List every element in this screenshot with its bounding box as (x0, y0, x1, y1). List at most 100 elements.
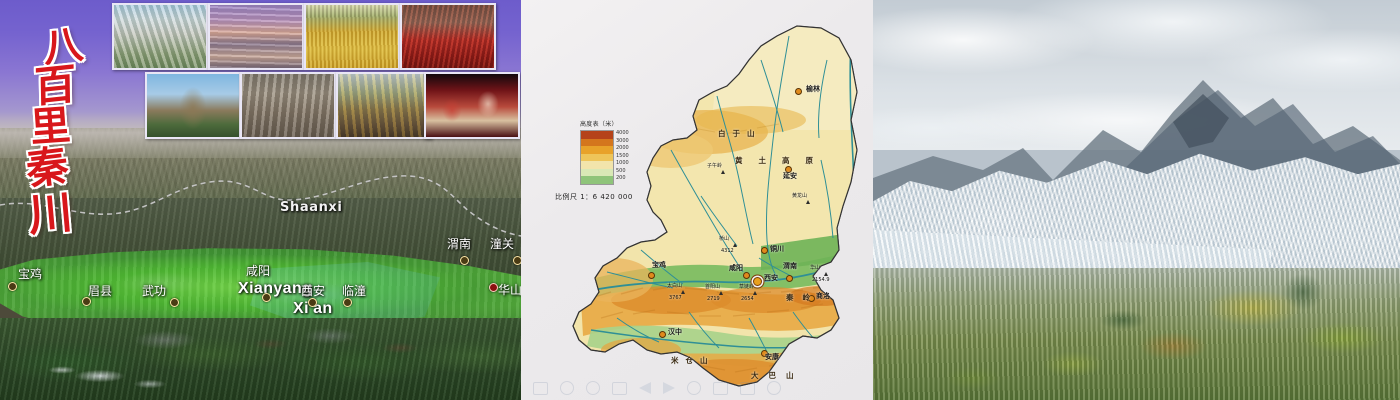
atlas-peak-elevation: 2654 (741, 296, 754, 302)
calligraphy-char-5: 川 (26, 187, 75, 242)
opera-performers-texture (426, 74, 518, 137)
atlas-peak-label: 黄龙山 (792, 193, 808, 199)
atlas-peak-marker (719, 291, 723, 295)
region-label-shaanxi: Shaanxi (280, 200, 343, 215)
calligraphy-title: 八 百 里 秦 川 (18, 14, 110, 241)
elevation-legend: 高度表（米） 4000 3000 2000 1500 1000 500 200 (580, 119, 629, 185)
terrain-label-place-2: 武功 (142, 284, 167, 298)
atlas-peak-label: 子午岭 (707, 163, 723, 169)
terrain-marker-dot (460, 256, 469, 265)
wheat-field-photo[interactable] (304, 3, 400, 70)
qinqiang-opera-photo[interactable] (424, 72, 520, 139)
red-chili-harvest-image (402, 5, 494, 68)
atlas-city-marker (795, 88, 802, 95)
terrain-label-en-xianyang: Xianyang (238, 280, 313, 297)
atlas-peak-label: 华山 (810, 265, 821, 271)
legend-color-swatches (580, 130, 614, 185)
atlas-city-label: 商洛 (816, 292, 830, 300)
search-icon[interactable] (560, 381, 574, 395)
mount-hua-photo[interactable] (112, 3, 208, 70)
red-chili-harvest-texture (402, 5, 494, 68)
atlas-region-label: 米仓山 (671, 356, 715, 365)
atlas-peak-marker (753, 291, 757, 295)
atlas-city-label: 咸阳 (729, 264, 743, 272)
atlas-city-label: 延安 (783, 172, 797, 180)
atlas-city-label: 渭南 (783, 262, 797, 270)
expand-icon[interactable] (740, 381, 755, 395)
legend-swatch-1 (581, 138, 613, 146)
atlas-peak-label: 草链岭 (739, 284, 755, 290)
viewer-toolbar-ghost[interactable] (521, 378, 873, 398)
terrain-marker-dot (8, 282, 17, 291)
atlas-city-label: 安康 (765, 353, 779, 361)
photo-autumn-foreground (873, 268, 1400, 400)
legend-tick-2: 2000 (616, 145, 629, 151)
back-arrow-icon[interactable] (639, 382, 651, 394)
legend-title: 高度表（米） (580, 121, 618, 128)
snowy-mountain-photo-panel (873, 0, 1400, 400)
legend-swatch-5 (581, 168, 613, 176)
atlas-peak-marker (733, 243, 737, 247)
terrain-label-place-5: 临潼 (342, 284, 367, 298)
terracotta-warriors-photo[interactable] (240, 72, 336, 139)
chili-drying-photo[interactable] (400, 3, 496, 70)
atlas-region-label: 大巴山 (751, 371, 804, 380)
terrain-label-xianyang: 咸阳 (246, 264, 271, 278)
yellow-river-photo[interactable] (208, 3, 304, 70)
fit-width-icon[interactable] (612, 381, 627, 395)
river-sunset-image (210, 5, 302, 68)
atlas-city-label: 汉中 (668, 328, 682, 336)
atlas-city-marker (659, 331, 666, 338)
atlas-peak-label: 桥山 (719, 236, 730, 242)
atlas-city-label: 榆林 (806, 85, 820, 93)
terracotta-army-image (242, 74, 334, 137)
atlas-city-marker (786, 275, 793, 282)
terrain-label-xian: 西安 (301, 284, 326, 298)
rotate-icon[interactable] (687, 381, 701, 395)
legend-swatch-4 (581, 161, 613, 169)
atlas-city-label: 宝鸡 (652, 261, 666, 269)
refresh-icon[interactable] (767, 381, 781, 395)
terrain-marker-dot (308, 298, 317, 307)
atlas-region-label: 白于山 (718, 129, 762, 138)
legend-tick-1: 3000 (616, 137, 629, 144)
terrain-label-place-8: 华山 (498, 283, 521, 297)
atlas-peak-elevation: 2719 (707, 296, 720, 302)
wheat-field-image (306, 5, 398, 68)
granite-peaks-image (114, 5, 206, 68)
atlas-peak-marker (806, 200, 810, 204)
atlas-region-label: 黄土高原 (735, 156, 829, 165)
atlas-city-label: 西安 (764, 274, 778, 282)
river-sunset-texture (210, 5, 302, 68)
atlas-city-marker (761, 247, 768, 254)
legend-swatch-6 (581, 176, 613, 184)
street-parade-texture (338, 74, 430, 137)
shaanxi-atlas-panel: 高度表（米） 4000 3000 2000 1500 1000 500 200 比例尺 1：… (521, 0, 873, 400)
folk-festival-photo[interactable] (336, 72, 432, 139)
terrain-label-place-6: 渭南 (447, 237, 472, 251)
atlas-region-label: 秦岭 (786, 293, 819, 302)
terrain-marker-dot (513, 256, 521, 265)
save-icon[interactable] (533, 381, 548, 395)
terrain-marker-dot (262, 293, 271, 302)
zoom-out-icon[interactable] (586, 381, 600, 395)
legend-swatch-2 (581, 146, 613, 154)
big-wild-goose-pagoda-photo[interactable] (145, 72, 241, 139)
atlas-peak-elevation: 4312 (721, 248, 734, 254)
granite-peaks-texture (114, 5, 206, 68)
legend-tick-4: 1000 (616, 160, 629, 166)
atlas-peak-marker (721, 170, 725, 174)
stop-icon[interactable] (713, 381, 728, 395)
qinling-mountains-terrain (0, 318, 521, 400)
forward-arrow-icon[interactable] (663, 382, 675, 394)
legend-tick-5: 500 (616, 167, 626, 174)
legend-tick-6: 200 (616, 175, 626, 181)
atlas-city-marker (761, 350, 768, 357)
map-scale-text: 比例尺 1：6 420 000 (555, 193, 633, 201)
pagoda-texture (147, 74, 239, 137)
terracotta-army-texture (242, 74, 334, 137)
atlas-peak-elevation: 3767 (669, 295, 682, 301)
legend-tick-labels: 4000 3000 2000 1500 1000 500 200 (616, 130, 629, 185)
terrain-marker-dot (170, 298, 179, 307)
